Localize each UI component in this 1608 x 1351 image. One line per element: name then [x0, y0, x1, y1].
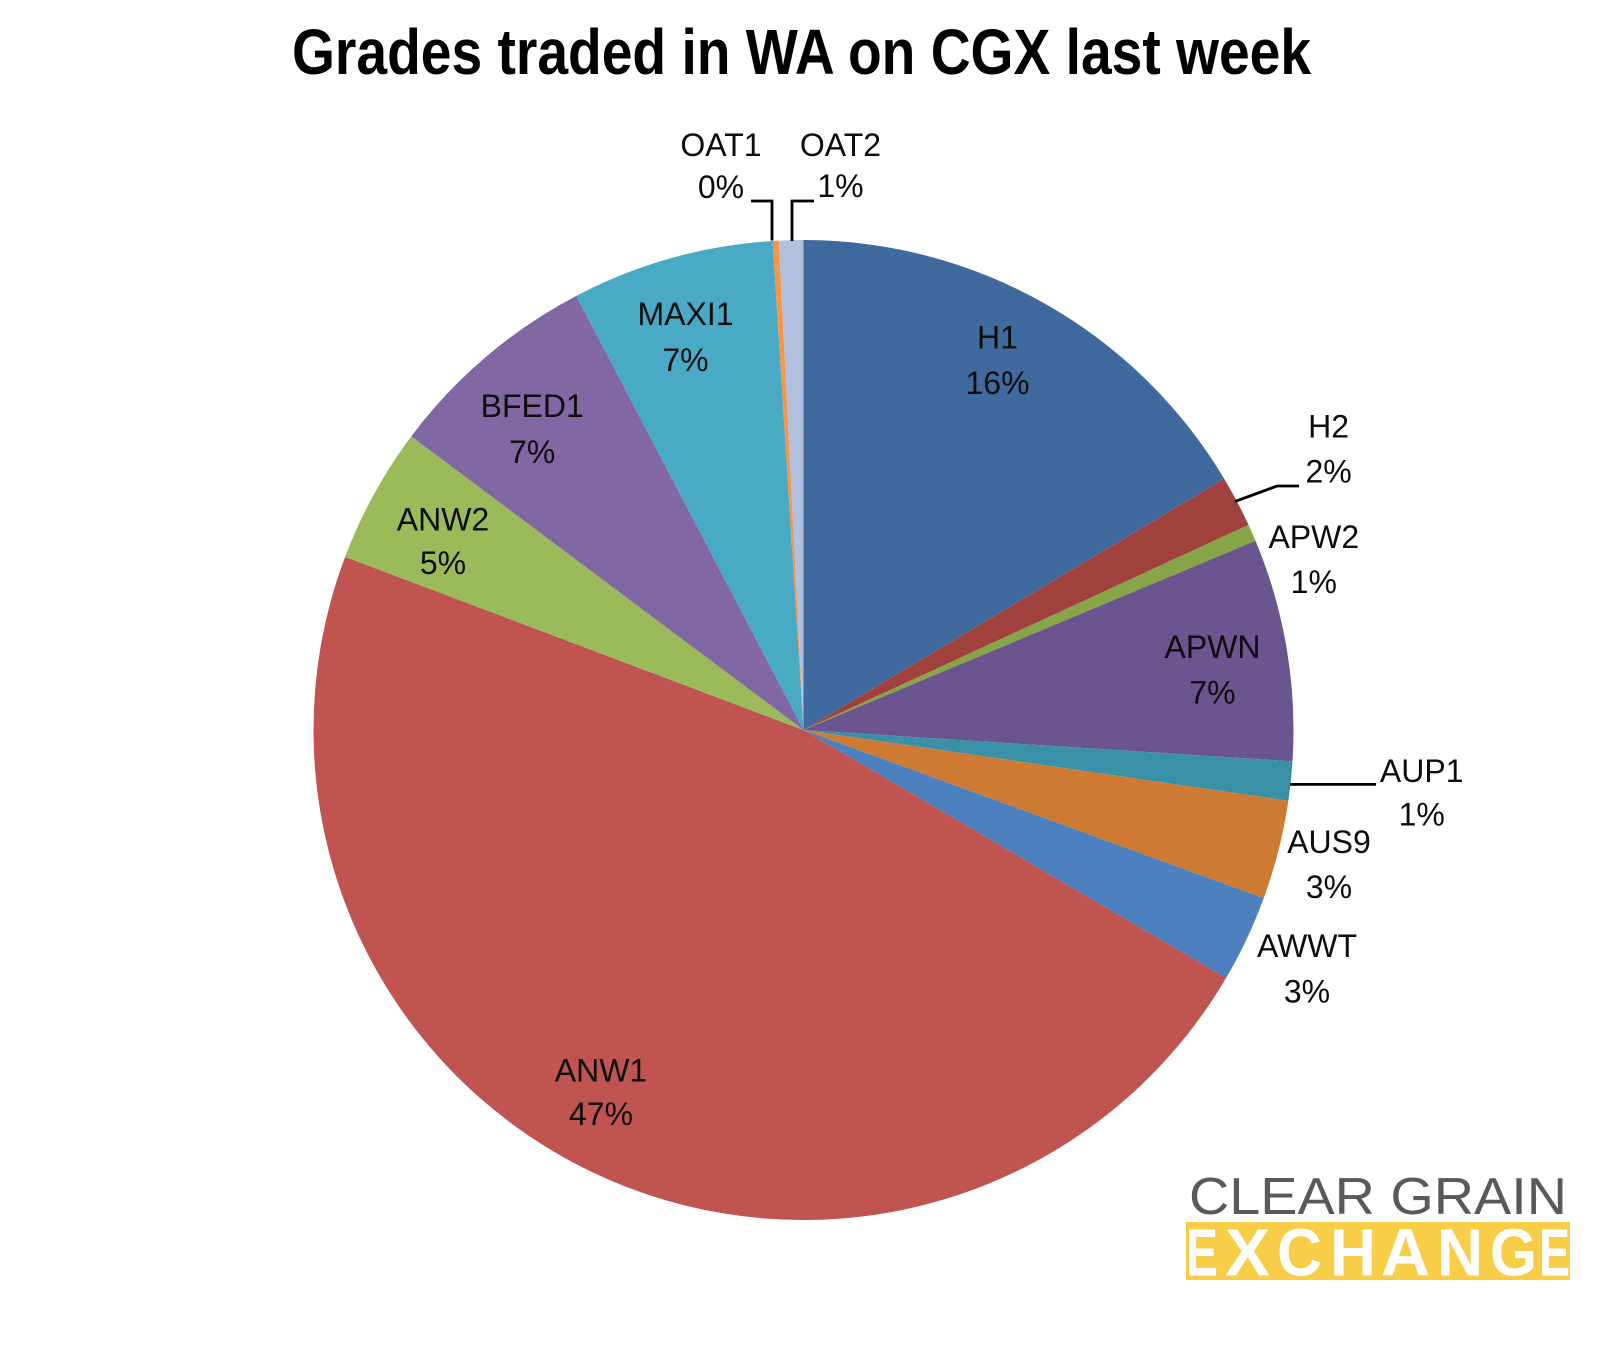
- svg-text:H: H: [1330, 1217, 1376, 1291]
- svg-text:A: A: [1381, 1217, 1430, 1291]
- svg-text:E: E: [1539, 1217, 1570, 1291]
- svg-text:CLEAR GRAIN: CLEAR GRAIN: [1189, 1167, 1567, 1225]
- svg-text:E: E: [1186, 1217, 1218, 1291]
- svg-text:Grades traded in WA on CGX las: Grades traded in WA on CGX last week: [292, 16, 1311, 88]
- svg-text:C: C: [1277, 1217, 1322, 1291]
- svg-text:X: X: [1225, 1217, 1270, 1291]
- svg-text:N: N: [1437, 1217, 1483, 1291]
- svg-text:H22%: H2 2%: [1305, 409, 1351, 490]
- svg-text:G: G: [1490, 1217, 1537, 1291]
